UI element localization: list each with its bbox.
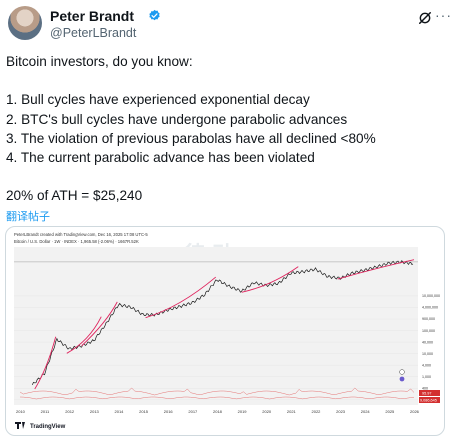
tweet-line bbox=[6, 71, 454, 90]
y-tick-label: 40,000 bbox=[422, 340, 433, 344]
oscillator-line bbox=[19, 387, 415, 396]
parabola-curve bbox=[34, 336, 57, 390]
parabola-curve bbox=[145, 276, 217, 319]
parabola-curve bbox=[337, 259, 415, 280]
tweet-line bbox=[6, 167, 454, 186]
y-tick-label: 10,000,000 bbox=[422, 294, 440, 298]
x-tick-label: 2012 bbox=[65, 409, 75, 414]
avatar[interactable] bbox=[8, 6, 42, 40]
tweet-line: Bitcoin investors, do you know: bbox=[6, 54, 193, 69]
author-handle[interactable]: @PeterLBrandt bbox=[50, 26, 137, 40]
y-tick-label: 100,000 bbox=[422, 329, 435, 333]
axis-badge bbox=[419, 390, 440, 396]
x-tick-label: 2020 bbox=[262, 409, 272, 414]
more-options-icon[interactable]: ··· bbox=[435, 7, 452, 23]
x-tick-label: 2011 bbox=[41, 409, 50, 414]
x-tick-label: 2017 bbox=[188, 409, 198, 414]
tweet-line: 20% of ATH = $25,240 bbox=[6, 188, 143, 204]
y-tick-label: 1,000 bbox=[422, 375, 431, 379]
axis-badge-label: 95.97 bbox=[422, 392, 432, 396]
tradingview-label: TradingView bbox=[30, 424, 66, 430]
tweet-line: 4. The current parabolic advance has bee… bbox=[6, 149, 315, 165]
axis-badge bbox=[419, 397, 440, 403]
x-tick-label: 2013 bbox=[90, 409, 100, 414]
parabola-curve bbox=[81, 301, 118, 347]
chart-symbol-line: Bitcoin / U.S. Dollar · 1W · INDEX · 1,9… bbox=[14, 239, 139, 244]
x-tick-label: 2016 bbox=[164, 409, 174, 414]
parabolas bbox=[34, 259, 415, 390]
y-tick-label: 400 bbox=[422, 386, 428, 390]
oscillator-line bbox=[19, 396, 415, 400]
price-axis-top bbox=[420, 247, 440, 287]
plot-area bbox=[14, 247, 418, 405]
y-tick-label: 10,000 bbox=[422, 352, 433, 356]
x-tick-label: 2023 bbox=[336, 409, 346, 414]
x-tick-label: 2014 bbox=[115, 409, 125, 414]
tweet-line: 1. Bull cycles have experienced exponent… bbox=[6, 92, 310, 108]
tradingview-logo-icon bbox=[15, 422, 25, 429]
axis-badge-label: 9,086,645 bbox=[420, 399, 437, 403]
author-name[interactable]: Peter Brandt bbox=[50, 8, 135, 24]
x-tick-label: 2026 bbox=[410, 409, 420, 414]
x-tick-label: 2025 bbox=[385, 409, 395, 414]
grid-lines bbox=[14, 261, 418, 401]
x-tick-label: 2019 bbox=[238, 409, 248, 414]
x-tick-label: 2018 bbox=[213, 409, 223, 414]
x-tick-label: 2022 bbox=[312, 409, 322, 414]
tweet-header: Peter Brandt @PeterLBrandt ··· bbox=[6, 4, 454, 44]
alert-marker bbox=[399, 369, 405, 375]
price-line bbox=[31, 260, 414, 386]
time-axis: 2010 2011 2012 2013 2014 2015 2016 2017 2018 2019… bbox=[16, 409, 420, 414]
y-tick-label: 4,000 bbox=[422, 363, 431, 367]
tweet-line: 2. BTC's bull cycles have undergone para… bbox=[6, 111, 348, 127]
chart-image[interactable]: 律动 PeterLBrandt created with TradingView… bbox=[5, 226, 445, 436]
alert-marker bbox=[399, 376, 405, 382]
y-tick-label: 4,000,000 bbox=[422, 306, 438, 310]
x-tick-label: 2024 bbox=[361, 409, 371, 414]
x-tick-label: 2010 bbox=[16, 409, 26, 414]
x-tick-label: 2015 bbox=[139, 409, 149, 414]
verified-badge-icon bbox=[149, 9, 160, 21]
chart-svg: PeterLBrandt created with TradingView.co… bbox=[14, 232, 440, 430]
tweet-text: Bitcoin investors, do you know: 1. Bull … bbox=[6, 52, 454, 206]
parabola-curve bbox=[241, 266, 299, 293]
x-tick-label: 2021 bbox=[287, 409, 297, 414]
y-tick-label: 900,000 bbox=[422, 317, 435, 321]
translate-post-link[interactable]: 翻译帖子 bbox=[6, 211, 50, 223]
chart-caption: PeterLBrandt created with TradingView.co… bbox=[14, 232, 148, 237]
tweet-line: 3. The violation of previous parabolas h… bbox=[6, 130, 376, 146]
parabola-curve bbox=[66, 316, 102, 354]
grok-icon[interactable] bbox=[418, 11, 432, 25]
